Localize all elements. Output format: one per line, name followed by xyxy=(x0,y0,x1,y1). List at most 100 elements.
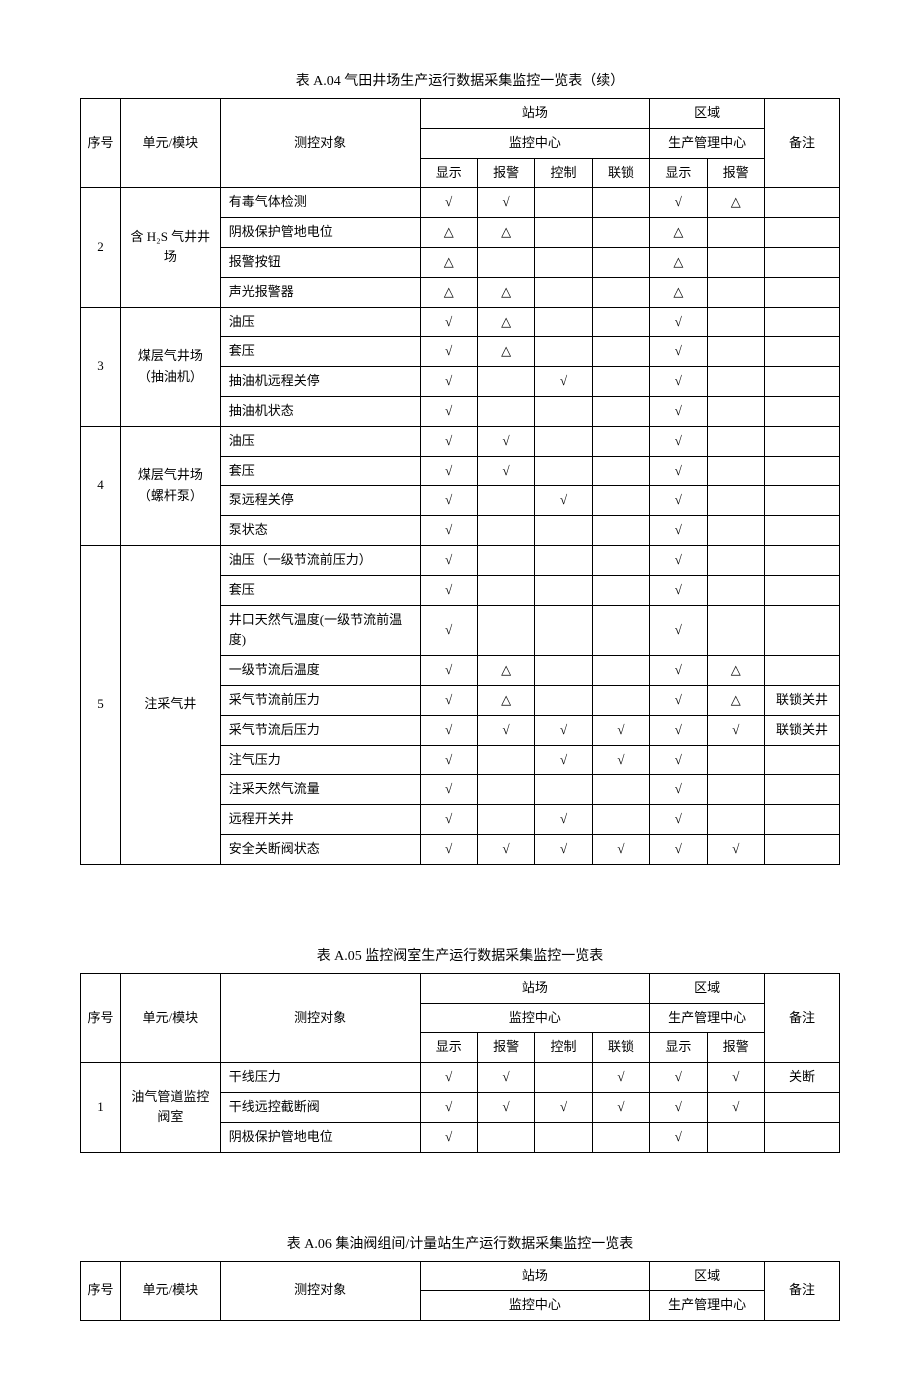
cell-mark xyxy=(477,486,534,516)
cell-mark xyxy=(535,685,592,715)
table-a05-body: 1油气管道监控阀室干线压力√√√√√关断干线远控截断阀√√√√√√阴极保护管地电… xyxy=(81,1063,840,1152)
cell-mark xyxy=(535,247,592,277)
cell-remark xyxy=(765,805,840,835)
cell-obj: 采气节流前压力 xyxy=(220,685,420,715)
cell-mark xyxy=(592,1122,649,1152)
cell-remark xyxy=(765,605,840,656)
th-show: 显示 xyxy=(420,1033,477,1063)
cell-mark xyxy=(707,396,764,426)
cell-mark: √ xyxy=(707,1092,764,1122)
cell-obj: 套压 xyxy=(220,456,420,486)
cell-mark xyxy=(535,188,592,218)
cell-mark: △ xyxy=(707,685,764,715)
cell-obj: 声光报警器 xyxy=(220,277,420,307)
cell-mark: √ xyxy=(420,775,477,805)
cell-mark xyxy=(707,745,764,775)
cell-mark xyxy=(535,337,592,367)
cell-unit: 注采气井 xyxy=(120,545,220,864)
cell-obj: 干线压力 xyxy=(220,1063,420,1093)
th-station: 站场 xyxy=(420,973,650,1003)
cell-mark xyxy=(592,307,649,337)
cell-mark xyxy=(592,575,649,605)
cell-mark xyxy=(535,575,592,605)
cell-obj: 油压 xyxy=(220,426,420,456)
cell-mark xyxy=(707,247,764,277)
cell-mark: √ xyxy=(420,745,477,775)
cell-unit: 煤层气井场（抽油机） xyxy=(120,307,220,426)
cell-mark xyxy=(535,426,592,456)
cell-obj: 采气节流后压力 xyxy=(220,715,420,745)
cell-remark xyxy=(765,775,840,805)
cell-mark: √ xyxy=(650,1092,707,1122)
cell-mark: √ xyxy=(535,834,592,864)
cell-mark xyxy=(592,775,649,805)
th-station-sub: 监控中心 xyxy=(420,1003,650,1033)
cell-mark xyxy=(592,545,649,575)
cell-mark xyxy=(592,337,649,367)
cell-mark: √ xyxy=(650,545,707,575)
th-show2: 显示 xyxy=(650,1033,707,1063)
cell-mark: √ xyxy=(477,426,534,456)
cell-mark: √ xyxy=(592,715,649,745)
cell-mark: √ xyxy=(592,1063,649,1093)
cell-mark: √ xyxy=(650,188,707,218)
cell-obj: 注采天然气流量 xyxy=(220,775,420,805)
cell-mark: △ xyxy=(420,277,477,307)
cell-obj: 抽油机远程关停 xyxy=(220,367,420,397)
cell-mark: √ xyxy=(420,456,477,486)
cell-obj: 油压（一级节流前压力） xyxy=(220,545,420,575)
cell-mark: √ xyxy=(650,307,707,337)
cell-mark xyxy=(535,218,592,248)
table-a06: 序号 单元/模块 测控对象 站场 区域 备注 监控中心 生产管理中心 xyxy=(80,1261,840,1322)
cell-mark xyxy=(592,486,649,516)
cell-remark xyxy=(765,218,840,248)
cell-mark xyxy=(707,805,764,835)
cell-obj: 井口天然气温度(一级节流前温度) xyxy=(220,605,420,656)
th-show2: 显示 xyxy=(650,158,707,188)
cell-mark: √ xyxy=(535,367,592,397)
cell-unit: 油气管道监控阀室 xyxy=(120,1063,220,1152)
cell-mark: △ xyxy=(477,656,534,686)
th-obj: 测控对象 xyxy=(220,1261,420,1321)
cell-seq: 1 xyxy=(81,1063,121,1152)
cell-mark xyxy=(535,1122,592,1152)
table-a04-head: 序号 单元/模块 测控对象 站场 区域 备注 监控中心 生产管理中心 显示 报警… xyxy=(81,99,840,188)
cell-obj: 安全关断阀状态 xyxy=(220,834,420,864)
th-alarm: 报警 xyxy=(477,158,534,188)
cell-remark xyxy=(765,277,840,307)
cell-remark xyxy=(765,426,840,456)
cell-mark xyxy=(592,426,649,456)
table-row: 4煤层气井场（螺杆泵）油压√√√ xyxy=(81,426,840,456)
th-unit: 单元/模块 xyxy=(120,973,220,1062)
th-ctrl: 控制 xyxy=(535,1033,592,1063)
cell-mark: √ xyxy=(650,685,707,715)
cell-mark xyxy=(535,1063,592,1093)
cell-mark xyxy=(477,605,534,656)
cell-mark: △ xyxy=(477,337,534,367)
cell-mark: √ xyxy=(592,745,649,775)
table-a04-title: 表 A.04 气田井场生产运行数据采集监控一览表（续） xyxy=(80,70,840,90)
cell-mark: √ xyxy=(477,1092,534,1122)
cell-mark xyxy=(592,805,649,835)
cell-mark: △ xyxy=(477,307,534,337)
cell-mark: △ xyxy=(707,188,764,218)
cell-obj: 干线远控截断阀 xyxy=(220,1092,420,1122)
cell-mark xyxy=(707,575,764,605)
cell-mark: √ xyxy=(535,745,592,775)
cell-mark: √ xyxy=(420,685,477,715)
cell-mark: √ xyxy=(420,575,477,605)
cell-mark xyxy=(707,516,764,546)
cell-mark xyxy=(707,307,764,337)
cell-obj: 泵远程关停 xyxy=(220,486,420,516)
cell-mark: √ xyxy=(592,1092,649,1122)
cell-mark: √ xyxy=(477,188,534,218)
table-row: 2含 H₂S 气井井场有毒气体检测√√√△ xyxy=(81,188,840,218)
table-a06-head: 序号 单元/模块 测控对象 站场 区域 备注 监控中心 生产管理中心 xyxy=(81,1261,840,1321)
th-obj: 测控对象 xyxy=(220,99,420,188)
cell-mark xyxy=(592,247,649,277)
cell-mark xyxy=(535,277,592,307)
cell-mark: √ xyxy=(420,188,477,218)
cell-mark: √ xyxy=(535,715,592,745)
cell-seq: 4 xyxy=(81,426,121,545)
cell-obj: 注气压力 xyxy=(220,745,420,775)
